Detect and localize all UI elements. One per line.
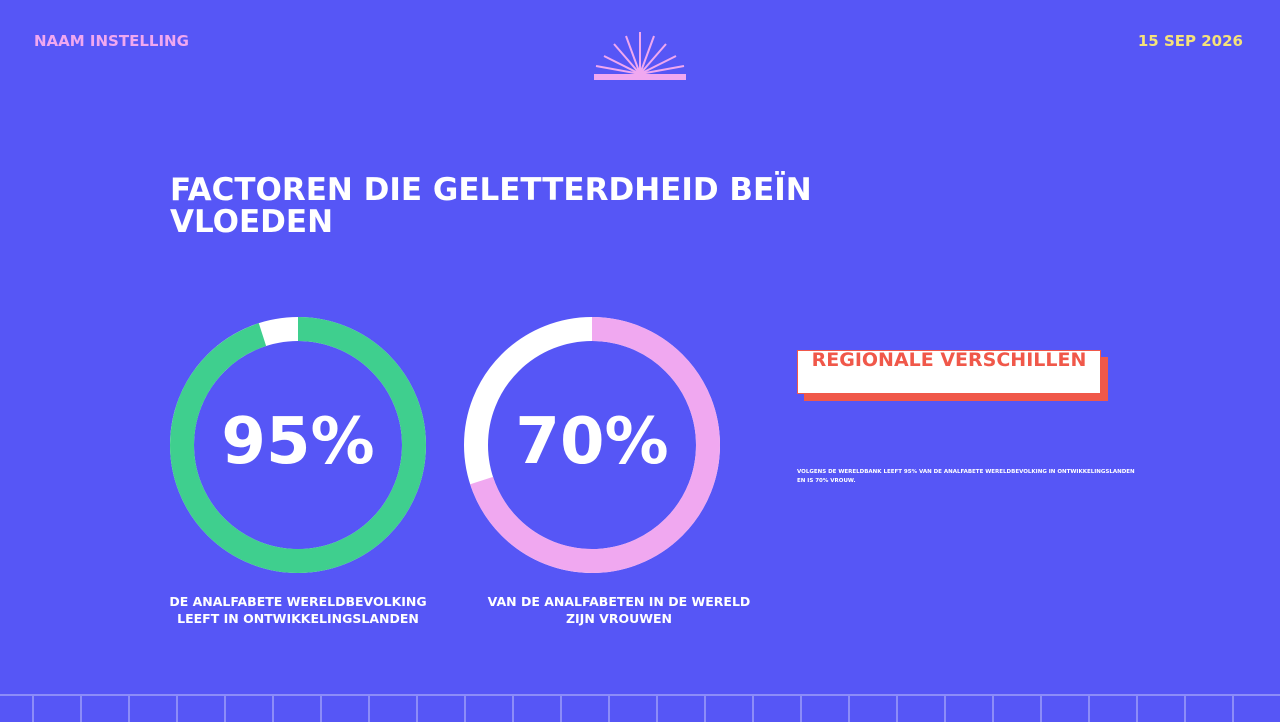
grid-line — [560, 696, 562, 722]
caption-line: DE ANALFABETE WERELDBEVOLKING — [169, 594, 427, 609]
grid-line — [512, 696, 514, 722]
grid-line — [992, 696, 994, 722]
bottom-grid-decoration — [0, 694, 1280, 722]
grid-line — [800, 696, 802, 722]
grid-line — [1184, 696, 1186, 722]
grid-line — [128, 696, 130, 722]
grid-line — [272, 696, 274, 722]
grid-line — [656, 696, 658, 722]
grid-line — [752, 696, 754, 722]
grid-line — [176, 696, 178, 722]
grid-line — [464, 696, 466, 722]
grid-line — [80, 696, 82, 722]
stat-value-1: 95% — [221, 405, 375, 479]
grid-line — [848, 696, 850, 722]
stat-caption-2: VAN DE ANALFABETEN IN DE WERELD ZIJN VRO… — [469, 593, 769, 627]
grid-line — [368, 696, 370, 722]
grid-line — [320, 696, 322, 722]
date: 15 SEP 2026 — [1137, 32, 1243, 50]
grid-line — [1088, 696, 1090, 722]
grid-line — [1040, 696, 1042, 722]
grid-line — [416, 696, 418, 722]
grid-line — [704, 696, 706, 722]
page-title: FACTOREN DIE GELETTERDHEID BEÏNVLOEDEN — [170, 172, 812, 240]
grid-line — [944, 696, 946, 722]
caption-line: ZIJN VROUWEN — [565, 611, 673, 626]
stat-value-2: 70% — [515, 405, 669, 479]
regional-note: VOLGENS DE WERELDBANK LEEFT 95% VAN DE A… — [797, 469, 1135, 484]
grid-line — [608, 696, 610, 722]
donut-value-arc — [464, 317, 720, 573]
donut-charts — [170, 317, 720, 573]
grid-line — [32, 696, 34, 722]
caption-line: VAN DE ANALFABETEN IN DE WERELD — [487, 594, 751, 609]
grid-line — [1136, 696, 1138, 722]
stat-caption-1: DE ANALFABETE WERELDBEVOLKING LEEFT IN O… — [148, 593, 448, 627]
grid-line — [224, 696, 226, 722]
grid-line — [1232, 696, 1234, 722]
regional-differences-heading: REGIONALE VERSCHILLEN — [797, 350, 1101, 394]
caption-line: LEEFT IN ONTWIKKELINGSLANDEN — [177, 611, 419, 626]
grid-line — [896, 696, 898, 722]
organization-name: NAAM INSTELLING — [34, 32, 189, 50]
donut-value-arc — [170, 317, 426, 573]
sunrise-book-icon — [594, 32, 686, 80]
